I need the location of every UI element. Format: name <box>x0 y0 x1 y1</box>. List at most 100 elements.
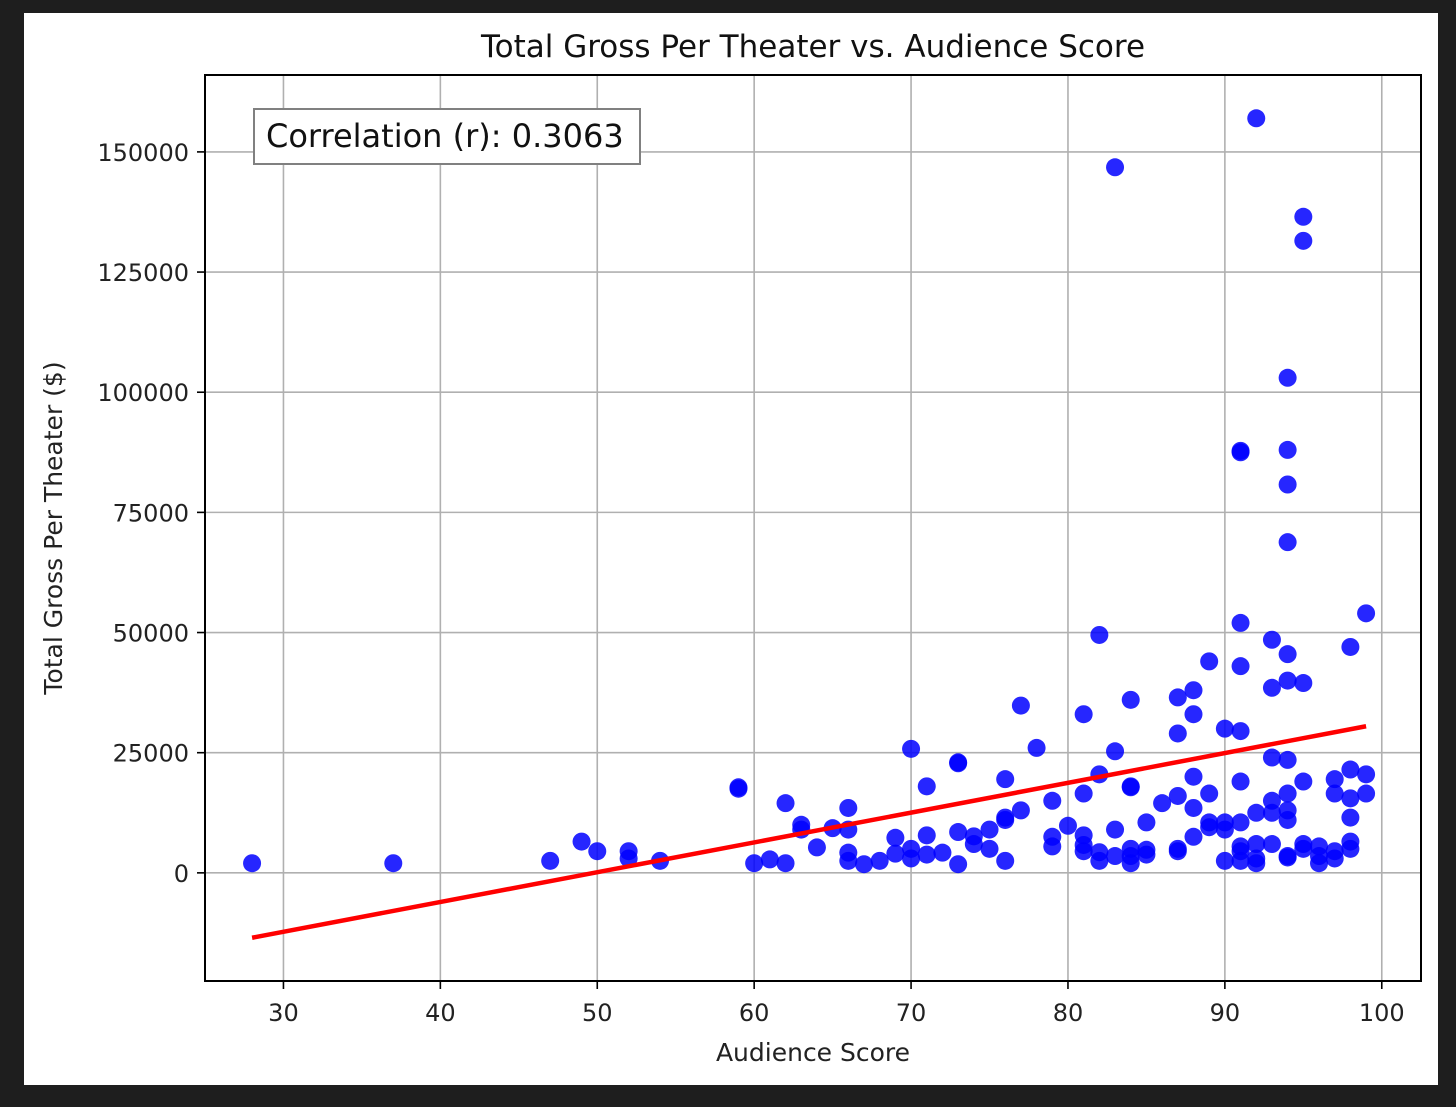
data-point <box>1074 842 1093 861</box>
data-point <box>839 798 858 817</box>
data-point <box>1043 837 1062 856</box>
data-point <box>1121 690 1140 709</box>
data-point <box>1200 784 1219 803</box>
data-point <box>1200 652 1219 671</box>
data-point <box>1278 368 1297 387</box>
x-tick-label: 80 <box>1053 999 1084 1027</box>
data-point <box>1231 813 1250 832</box>
data-point <box>1247 803 1266 822</box>
data-point <box>1231 613 1250 632</box>
y-axis-title: Total Gross Per Theater ($) <box>39 361 68 695</box>
data-point <box>1325 849 1344 868</box>
data-point <box>1278 784 1297 803</box>
data-point <box>1262 630 1281 649</box>
data-point <box>1341 808 1360 827</box>
data-point <box>980 839 999 858</box>
y-tick-label: 25000 <box>113 740 189 768</box>
data-point <box>933 843 952 862</box>
data-point <box>1262 678 1281 697</box>
x-tick-label: 40 <box>425 999 456 1027</box>
data-point <box>1074 705 1093 724</box>
data-point <box>1090 851 1109 870</box>
data-point <box>1357 765 1376 784</box>
data-point <box>996 810 1015 829</box>
data-point <box>1357 604 1376 623</box>
data-point <box>1215 719 1234 738</box>
data-point <box>902 739 921 758</box>
data-point <box>243 854 262 873</box>
data-point <box>1215 820 1234 839</box>
data-point <box>996 770 1015 789</box>
data-point <box>729 778 748 797</box>
data-point <box>1310 854 1329 873</box>
data-point <box>949 754 968 773</box>
data-point <box>1231 441 1250 460</box>
data-point <box>1231 722 1250 741</box>
y-tick-label: 0 <box>174 860 189 888</box>
data-point <box>1121 854 1140 873</box>
data-point <box>1357 784 1376 803</box>
data-point <box>917 845 936 864</box>
y-tick-label: 150000 <box>97 139 189 167</box>
data-point <box>1278 848 1297 867</box>
data-point <box>886 844 905 863</box>
x-tick-label: 50 <box>582 999 613 1027</box>
data-point <box>1341 789 1360 808</box>
data-point <box>1247 835 1266 854</box>
data-point <box>807 838 826 857</box>
data-point <box>1168 724 1187 743</box>
data-point <box>1294 839 1313 858</box>
chart-title: Total Gross Per Theater vs. Audience Sco… <box>480 29 1145 65</box>
data-point <box>1278 750 1297 769</box>
data-point <box>1278 475 1297 494</box>
figure: 30 40 50 60 70 80 90 100 0 25000 50000 75000 100000 1… <box>24 13 1438 1085</box>
data-point <box>1247 109 1266 128</box>
data-point <box>1184 767 1203 786</box>
data-point <box>839 851 858 870</box>
data-point <box>1153 794 1172 813</box>
data-point <box>1184 705 1203 724</box>
y-tick-label: 50000 <box>113 620 189 648</box>
x-axis-title: Audience Score <box>716 1038 910 1067</box>
y-tick-label: 100000 <box>97 379 189 407</box>
data-point <box>1168 786 1187 805</box>
data-point <box>792 815 811 834</box>
data-point <box>776 794 795 813</box>
data-point <box>1278 533 1297 552</box>
data-point <box>1278 810 1297 829</box>
x-tick-label: 60 <box>739 999 770 1027</box>
data-point <box>1137 845 1156 864</box>
data-point <box>1262 803 1281 822</box>
data-point <box>1058 816 1077 835</box>
y-tick-label: 125000 <box>97 259 189 287</box>
data-point <box>745 854 764 873</box>
data-point <box>964 835 983 854</box>
data-point <box>588 842 607 861</box>
x-tick-label: 30 <box>268 999 299 1027</box>
data-point <box>1106 847 1125 866</box>
data-point <box>1341 760 1360 779</box>
data-point <box>854 855 873 874</box>
x-tick-label: 100 <box>1359 999 1405 1027</box>
data-point <box>1294 231 1313 250</box>
data-point <box>1341 839 1360 858</box>
data-point <box>1262 835 1281 854</box>
data-point <box>1184 827 1203 846</box>
correlation-annotation: Correlation (r): 0.3063 <box>253 108 641 165</box>
scatter-chart: 30 40 50 60 70 80 90 100 0 25000 50000 75000 100000 1… <box>39 29 1422 1067</box>
data-point <box>384 854 403 873</box>
data-point <box>917 777 936 796</box>
data-point <box>1168 842 1187 861</box>
data-point <box>1043 791 1062 810</box>
data-point <box>1278 671 1297 690</box>
data-point <box>1106 742 1125 761</box>
data-point <box>1231 772 1250 791</box>
x-tick-label: 90 <box>1210 999 1241 1027</box>
data-point <box>1341 637 1360 656</box>
data-point <box>1011 801 1030 820</box>
data-point <box>1262 748 1281 767</box>
x-tick-label: 70 <box>896 999 927 1027</box>
y-tick-label: 75000 <box>113 499 189 527</box>
data-point <box>1027 738 1046 757</box>
data-point <box>541 851 560 870</box>
